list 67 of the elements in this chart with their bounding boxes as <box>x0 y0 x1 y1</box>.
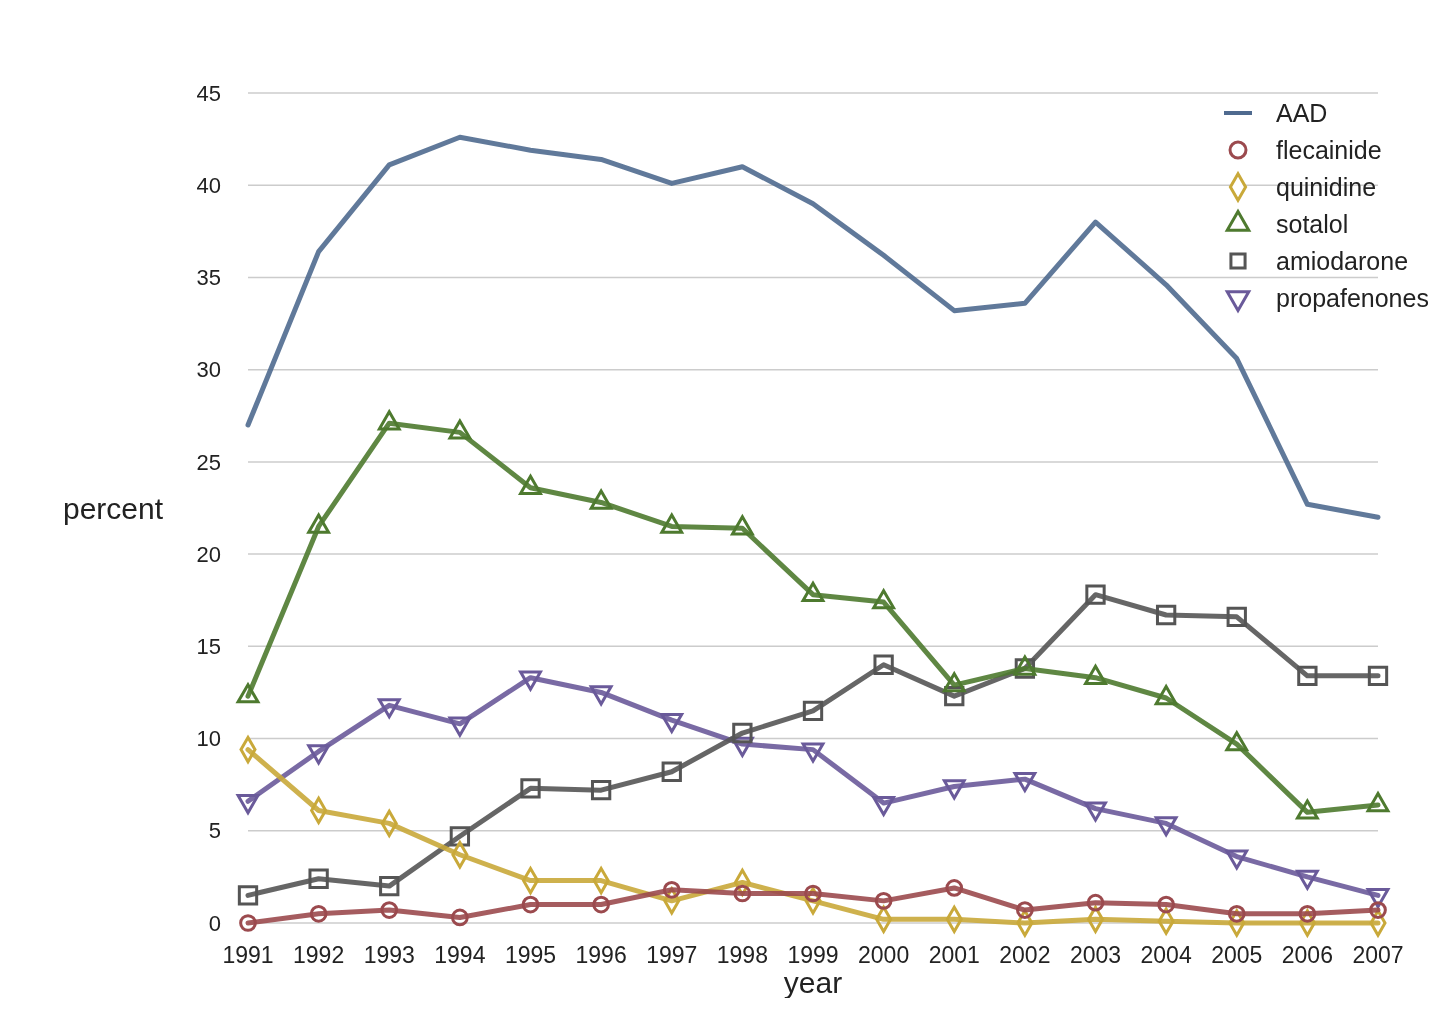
point <box>732 722 753 744</box>
x-tick-label: 2006 <box>1281 942 1333 968</box>
y-tick-label: 35 <box>196 265 221 291</box>
legend-label: AAD <box>1276 98 1328 127</box>
x-tick-label: 2004 <box>1140 942 1192 968</box>
point <box>239 914 257 932</box>
x-tick-label: 2005 <box>1211 942 1263 968</box>
point <box>520 778 541 799</box>
x-tick-label: 1992 <box>293 942 345 968</box>
point <box>1369 901 1387 919</box>
x-tick-label: 2000 <box>858 942 910 968</box>
y-tick-label: 25 <box>196 449 221 475</box>
y-tick-label: 15 <box>196 634 221 660</box>
point <box>1085 584 1106 605</box>
y-tick-label: 0 <box>208 910 221 936</box>
point <box>590 780 612 801</box>
y-tick-label: 5 <box>208 818 221 844</box>
x-tick-label: 2002 <box>999 942 1051 968</box>
legend-label: sotalol <box>1276 209 1349 238</box>
legend-label: flecainide <box>1276 135 1382 164</box>
point <box>451 908 469 927</box>
point <box>804 884 822 903</box>
x-tick-label: 2007 <box>1352 942 1404 968</box>
x-tick-label: 2001 <box>928 942 980 968</box>
point <box>873 654 894 675</box>
x-tick-label: 1991 <box>222 942 274 968</box>
point <box>874 892 893 910</box>
point <box>308 868 329 889</box>
point <box>379 875 400 897</box>
point <box>662 880 681 899</box>
point <box>377 410 401 431</box>
point <box>1016 901 1034 919</box>
x-tick-label: 1997 <box>646 942 698 968</box>
y-tick-label: 45 <box>196 80 221 106</box>
legend-label: quinidine <box>1276 172 1377 201</box>
point <box>1298 904 1317 923</box>
point <box>237 885 259 906</box>
x-tick-label: 1999 <box>787 942 839 968</box>
x-tick-label: 1994 <box>434 942 486 968</box>
point <box>380 901 399 919</box>
legend-label: amiodarone <box>1276 246 1409 275</box>
y-tick-label: 30 <box>196 357 221 383</box>
point <box>1155 604 1177 626</box>
x-tick-label: 1998 <box>716 942 768 968</box>
y-tick-label: 40 <box>196 172 221 198</box>
y-tick-label: 10 <box>196 726 221 752</box>
point <box>1086 893 1105 912</box>
point <box>1157 895 1175 914</box>
x-tick-label: 1996 <box>575 942 627 968</box>
x-tick-label: 1995 <box>504 942 557 968</box>
point <box>449 826 471 847</box>
y-axis-title: percent <box>62 491 164 525</box>
point <box>521 895 540 914</box>
point <box>1367 665 1389 687</box>
point <box>309 904 328 923</box>
point <box>802 700 824 722</box>
point <box>661 761 682 782</box>
point <box>592 895 610 914</box>
legend-label: propafenones <box>1276 283 1429 312</box>
x-tick-label: 2003 <box>1069 942 1122 968</box>
point <box>1226 606 1247 627</box>
point <box>945 879 964 897</box>
point <box>733 884 752 903</box>
x-tick-label: 1993 <box>363 942 415 968</box>
point <box>1297 665 1318 687</box>
y-tick-label: 20 <box>196 541 221 567</box>
point <box>1227 904 1246 923</box>
